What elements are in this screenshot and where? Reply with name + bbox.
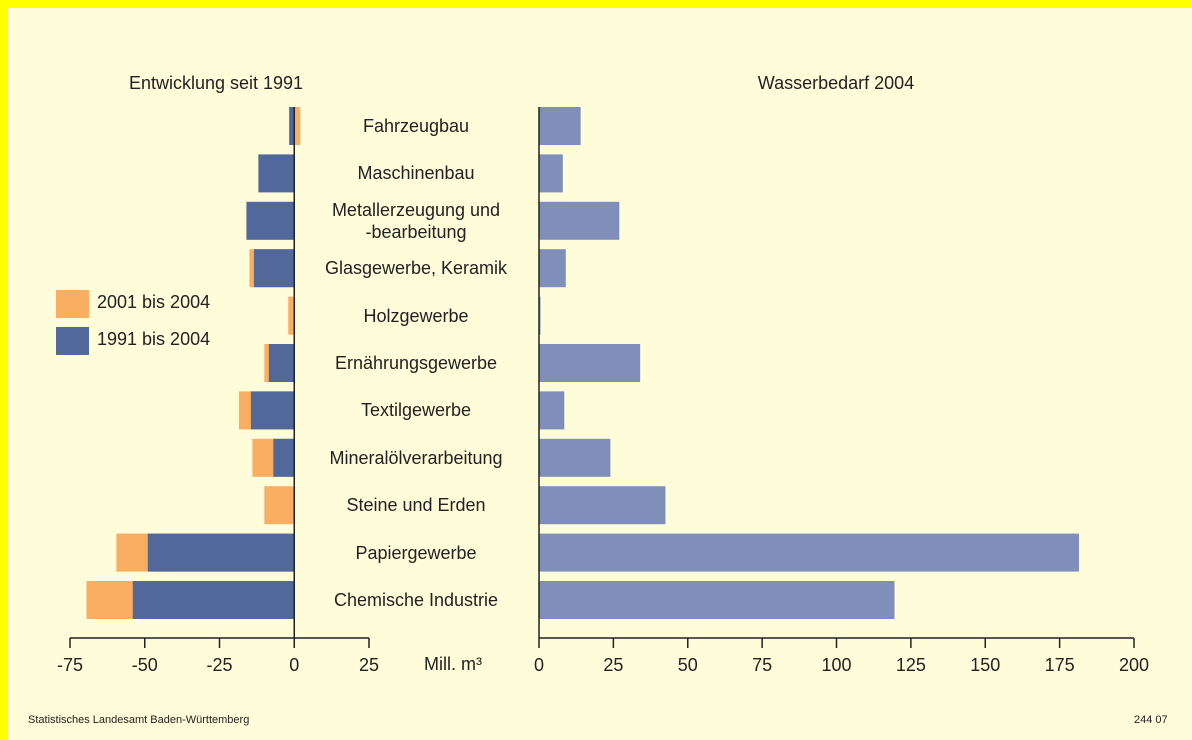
category-label: Ernährungsgewerbe	[334, 353, 498, 373]
x-tick-label: 50	[678, 655, 698, 675]
x-tick-label: 175	[1045, 655, 1075, 675]
bar	[147, 533, 295, 572]
x-tick-label: 0	[534, 655, 544, 675]
x-tick-label: 25	[359, 655, 379, 675]
bar	[539, 438, 611, 477]
x-tick-label: 100	[821, 655, 851, 675]
source: Statistisches Landesamt Baden-Württember…	[28, 714, 250, 726]
category-label: Maschinenbau	[357, 163, 475, 184]
bar	[539, 344, 641, 382]
bar	[268, 344, 295, 382]
legend-label: 1991 bis 2004	[97, 329, 210, 349]
category-label: Chemische Industrie	[333, 590, 499, 610]
bar	[294, 107, 301, 145]
legend-swatch	[56, 290, 89, 318]
bar	[539, 201, 620, 240]
x-tick-label: 125	[896, 655, 926, 675]
x-axis-label: Mill. m³	[424, 654, 482, 674]
bar	[250, 391, 295, 430]
bar	[253, 249, 295, 288]
left-title: Entwicklung seit 1991	[129, 73, 303, 93]
x-tick-label: 25	[603, 655, 623, 675]
x-tick-label: 200	[1119, 655, 1149, 675]
bar	[132, 581, 295, 619]
bar	[539, 249, 566, 288]
bar	[264, 486, 295, 525]
bar	[539, 107, 581, 145]
category-label: Holzgewerbe	[363, 305, 469, 326]
bar	[258, 154, 295, 193]
bar	[288, 296, 295, 335]
category-label: Glasgewerbe, Keramik	[324, 258, 508, 279]
right-title: Wasserbedarf 2004	[758, 73, 914, 93]
bar	[539, 486, 666, 525]
x-tick-label: -50	[132, 655, 158, 675]
category-label: Fahrzeugbau	[362, 116, 470, 136]
bar	[273, 438, 295, 477]
x-tick-label: -25	[206, 655, 232, 675]
x-tick-label: 75	[752, 655, 772, 675]
legend-swatch	[56, 327, 89, 355]
category-label: Metallerzeugung und -bearbeitung	[331, 199, 501, 242]
bar	[539, 391, 565, 430]
category-label: Steine und Erden	[346, 495, 486, 516]
category-label: Textilgewerbe	[360, 400, 472, 421]
code: 244 07	[1134, 714, 1168, 726]
chart: Entwicklung seit 1991 Wasserbedarf 2004 …	[56, 73, 1149, 675]
bar	[246, 201, 295, 240]
x-tick-label: 150	[970, 655, 1000, 675]
x-tick-label: -75	[57, 655, 83, 675]
bar	[539, 533, 1079, 572]
category-label: Mineralölverarbeitung	[329, 447, 503, 468]
bar	[539, 581, 895, 619]
legend-label: 2001 bis 2004	[97, 292, 210, 312]
bar	[539, 154, 563, 193]
x-tick-label: 0	[289, 655, 299, 675]
bar	[289, 107, 295, 145]
category-label: Papiergewerbe	[355, 542, 477, 563]
